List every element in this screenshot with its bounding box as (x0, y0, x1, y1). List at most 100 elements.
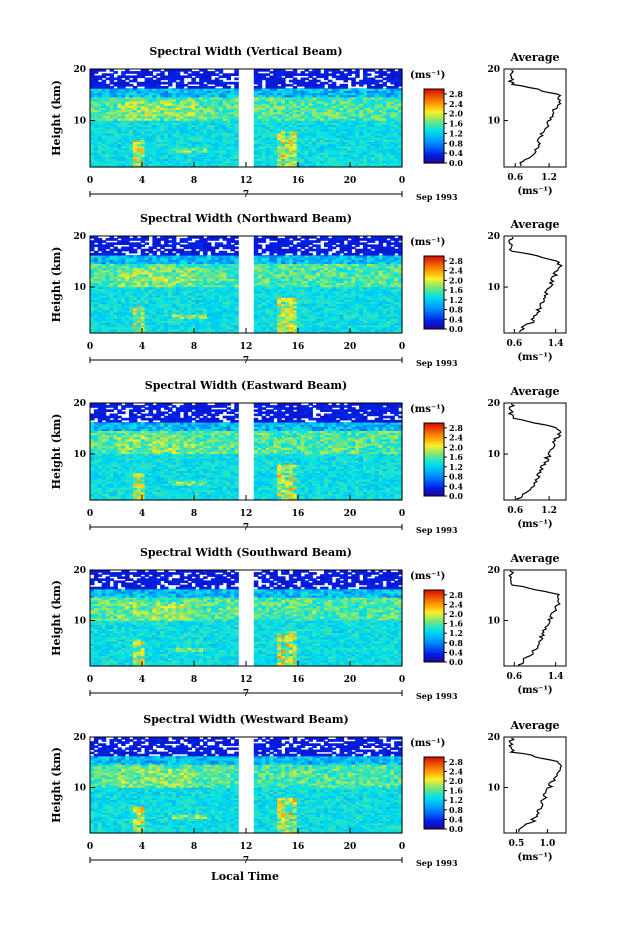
heatmap-cell (110, 249, 115, 252)
heatmap-cell (230, 244, 235, 247)
heatmap-cell (328, 80, 333, 83)
heatmap-cell (312, 78, 317, 81)
x-tick-label: 16 (292, 176, 305, 186)
heatmap-cell (164, 75, 169, 78)
heatmap-cell (219, 75, 224, 78)
heatmap-cell (129, 238, 134, 241)
day-label: 7 (243, 190, 249, 200)
heatmap-cell (227, 82, 232, 85)
heatmap-cell (367, 73, 372, 76)
heatmap-cell (305, 78, 310, 81)
heatmap-cell (367, 78, 372, 81)
heatmap-cell (332, 82, 337, 85)
heatmap-cell (215, 242, 220, 245)
heatmap-cell (289, 88, 294, 91)
heatmap-cell (133, 249, 138, 252)
heatmap-cell (102, 244, 107, 247)
profile-unit: (ms⁻¹) (517, 186, 552, 197)
heatmap-cell (371, 78, 376, 81)
heatmap-cell (121, 253, 126, 256)
heatmap-cell (215, 88, 220, 91)
heatmap-cell (129, 71, 134, 74)
heatmap-cell (386, 86, 391, 89)
heatmap-cell (347, 88, 352, 91)
heatmap-cell (129, 255, 134, 258)
heatmap-cell (149, 247, 154, 250)
heatmap-cell (320, 73, 325, 76)
heatmap-cell (145, 242, 150, 245)
heatmap-cell (211, 86, 216, 89)
heatmap-cell (184, 238, 189, 241)
heatmap-cell (188, 86, 193, 89)
heatmap-cell (324, 82, 329, 85)
heatmap-cell (394, 71, 399, 74)
heatmap-cell (188, 242, 193, 245)
heatmap-cell (125, 75, 130, 78)
heatmap-cell (336, 75, 341, 78)
heatmap-cell (195, 86, 200, 89)
heatmap-cell (203, 84, 208, 87)
heatmap-cell (160, 251, 165, 254)
heatmap-cell (110, 242, 115, 245)
heatmap-cell (110, 73, 115, 76)
heatmap-cell (129, 80, 134, 83)
heatmap-cell (184, 75, 189, 78)
heatmap-cell (230, 253, 235, 256)
heatmap-cell (328, 84, 333, 87)
heatmap-cell (371, 86, 376, 89)
heatmap-cell (129, 84, 134, 87)
heatmap-cell (383, 71, 388, 74)
heatmap-cell (258, 73, 263, 76)
heatmap-cell (293, 78, 298, 81)
heatmap-cell (98, 238, 103, 241)
heatmap-cell (133, 255, 138, 258)
heatmap-cell (351, 78, 356, 81)
heatmap-cell (188, 73, 193, 76)
heatmap-cell (297, 88, 302, 91)
heatmap-cell (176, 255, 181, 258)
heatmap-cell (113, 238, 118, 241)
heatmap-cell (207, 71, 212, 74)
heatmap-cell (156, 78, 161, 81)
heatmap-cell (355, 82, 360, 85)
colorbar-tick-label: 2.8 (449, 89, 463, 99)
heatmap-cell (195, 240, 200, 243)
heatmap-cell (98, 82, 103, 85)
heatmap-cell (117, 249, 122, 252)
heatmap-cell (390, 86, 395, 89)
profile-line (509, 70, 561, 166)
heatmap-cell (277, 86, 282, 89)
heatmap-cell (375, 71, 380, 74)
heatmap-cell (223, 251, 228, 254)
heatmap-cell (269, 75, 274, 78)
heatmap-cell (94, 244, 99, 247)
heatmap-cell (285, 88, 290, 91)
heatmap-cell (191, 86, 196, 89)
heatmap-cell (308, 71, 313, 74)
heatmap-cell (191, 242, 196, 245)
heatmap-cell (351, 71, 356, 74)
profile-x-tick-label: 1.2 (541, 173, 557, 183)
heatmap-cell (164, 82, 169, 85)
heatmap-panel (90, 236, 403, 334)
date-label: Sep 1993 (416, 192, 458, 202)
heatmap-cell (141, 82, 146, 85)
heatmap-cell (133, 75, 138, 78)
heatmap-cell (195, 82, 200, 85)
heatmap-cell (176, 82, 181, 85)
heatmap-cell (281, 78, 286, 81)
heatmap-cell (137, 82, 142, 85)
heatmap-cell (180, 75, 185, 78)
heatmap-cell (188, 251, 193, 254)
heatmap-cell (184, 84, 189, 87)
heatmap-cell (383, 82, 388, 85)
colorbar-tick-label: 1.2 (449, 128, 463, 138)
heatmap-cell (125, 82, 130, 85)
heatmap-cell (113, 82, 118, 85)
heatmap-cell (344, 73, 349, 76)
heatmap-cell (113, 78, 118, 81)
heatmap-cell (203, 238, 208, 241)
heatmap-cell (90, 240, 95, 243)
colorbar-tick-label: 0.4 (449, 148, 463, 158)
heatmap-cell (289, 80, 294, 83)
